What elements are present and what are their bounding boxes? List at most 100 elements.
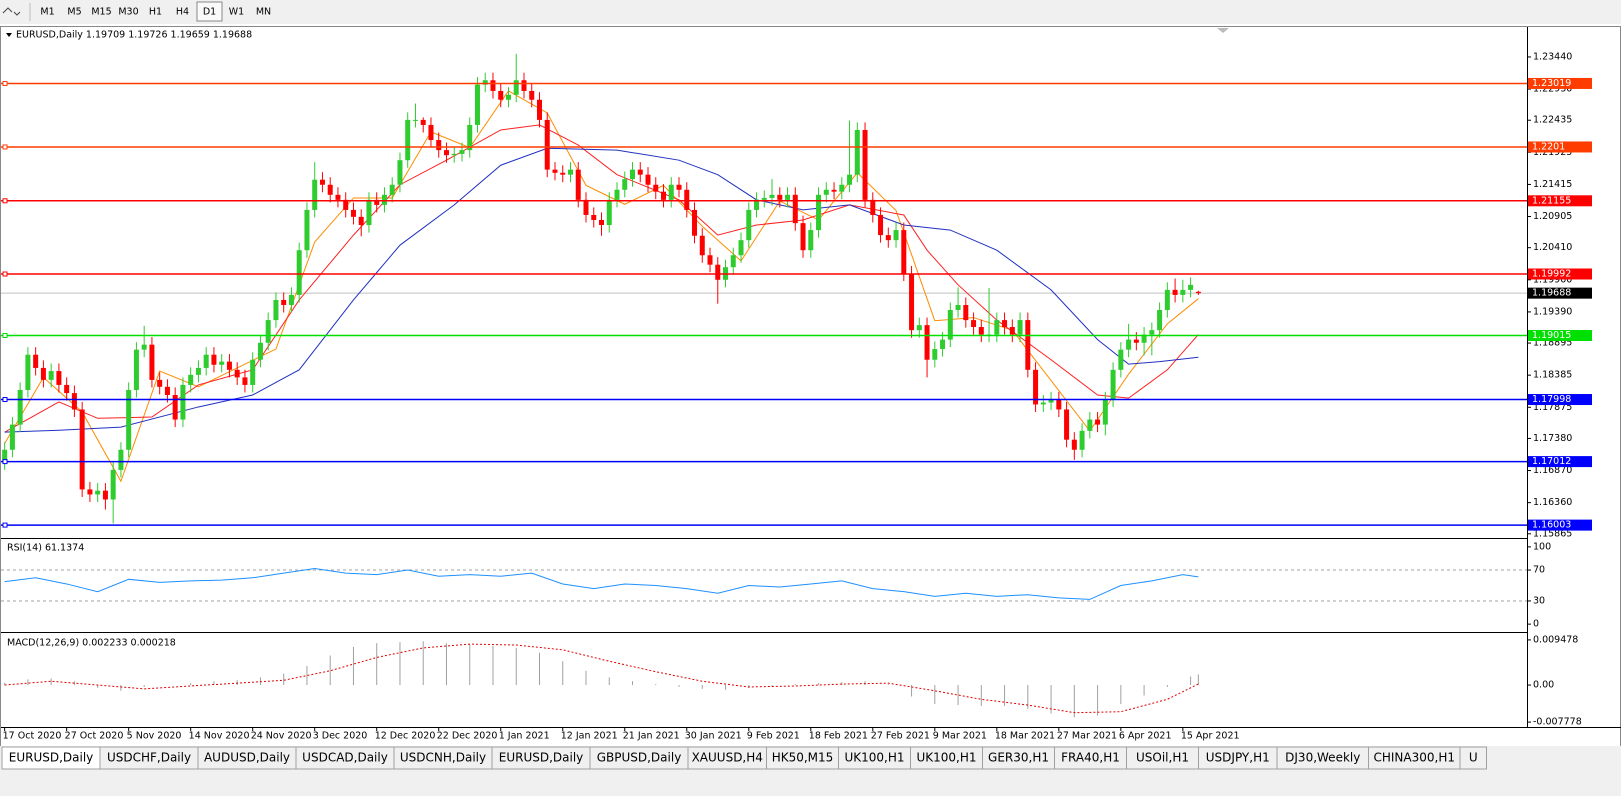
tab[interactable] — [1459, 746, 1487, 770]
title-arrow — [6, 33, 12, 37]
panel-title: MACD(12,26,9) 0.002233 0.000218 — [7, 638, 176, 649]
candle-body — [1040, 402, 1046, 405]
tab-label[interactable]: GER30,H1 — [988, 751, 1049, 765]
candle-body — [591, 214, 597, 220]
y-tick-label: 1.18895 — [1533, 338, 1572, 349]
timeframe-label[interactable]: M1 — [40, 7, 54, 18]
candle-body — [792, 194, 798, 224]
candle-body — [33, 354, 39, 368]
tab-label[interactable]: HK50,M15 — [772, 751, 834, 765]
tab-label[interactable]: XAUUSD,H4 — [692, 751, 763, 765]
y-tick-label: 1.15865 — [1533, 528, 1572, 539]
tab-label[interactable]: EURUSD,Daily — [499, 751, 584, 765]
timeframe-label[interactable]: H4 — [176, 7, 189, 18]
timeframe-label[interactable]: M30 — [118, 7, 138, 18]
tab-label[interactable]: USDCNH,Daily — [400, 751, 486, 765]
candle-body — [854, 129, 860, 175]
tab-label[interactable]: U — [1469, 751, 1478, 765]
tab-label[interactable]: CHINA300,H1 — [1373, 751, 1455, 765]
candle-body — [71, 393, 77, 410]
candle-body — [699, 235, 705, 256]
y-tick-label: 1.23440 — [1533, 51, 1572, 62]
timeframe-button[interactable] — [196, 1, 223, 22]
x-tick-label: 30 Jan 2021 — [685, 731, 742, 742]
candle-body — [1195, 291, 1201, 294]
candle-body — [1141, 334, 1147, 343]
candle-body — [785, 194, 791, 200]
candle-body — [257, 342, 263, 360]
candle-body — [940, 339, 946, 350]
level-tag-label: 1.23019 — [1532, 78, 1571, 89]
candle-body — [909, 273, 915, 331]
timeframe-button[interactable] — [89, 2, 114, 21]
candle-body — [529, 90, 535, 100]
timeframe-label[interactable]: M5 — [67, 7, 81, 18]
candle-body — [676, 184, 682, 190]
candle-body — [878, 214, 884, 236]
candle-body — [327, 184, 333, 195]
tab-label[interactable]: USOil,H1 — [1136, 751, 1189, 765]
candle-body — [901, 230, 907, 274]
level-handle[interactable] — [2, 333, 8, 339]
candle-body — [715, 264, 721, 280]
candle-body — [1102, 399, 1108, 425]
candle-body — [366, 199, 372, 226]
candle-body — [932, 349, 938, 360]
candle-body — [1095, 419, 1101, 425]
timeframe-label[interactable]: D1 — [203, 7, 216, 18]
level-tag — [1528, 195, 1592, 207]
timeframe-label[interactable]: H1 — [149, 7, 162, 18]
tab-label[interactable]: USDCHF,Daily — [107, 751, 191, 765]
y-tick-label: 1.18385 — [1533, 370, 1572, 381]
level-handle[interactable] — [2, 522, 8, 528]
tab-label[interactable]: AUDUSD,Daily — [204, 751, 290, 765]
candle-body — [381, 194, 387, 205]
tab-label[interactable]: DJ30,Weekly — [1285, 751, 1360, 765]
tab-label[interactable]: UK100,H1 — [916, 751, 976, 765]
candle-body — [1118, 349, 1124, 370]
tab-label[interactable]: UK100,H1 — [844, 751, 904, 765]
timeframe-button[interactable] — [143, 2, 168, 21]
tab-label[interactable]: USDJPY,H1 — [1206, 751, 1270, 765]
candle-body — [955, 304, 961, 311]
level-handle[interactable] — [2, 459, 8, 465]
tab-label[interactable]: USDCAD,Daily — [302, 751, 388, 765]
candle-body — [389, 184, 395, 195]
timeframe-button[interactable] — [35, 2, 60, 21]
level-handle[interactable] — [2, 80, 8, 86]
timeframe-label[interactable]: MN — [256, 7, 271, 18]
x-tick-label: 21 Jan 2021 — [623, 731, 680, 742]
panel-title: RSI(14) 61.1374 — [7, 543, 84, 554]
timeframe-button[interactable] — [170, 2, 195, 21]
timeframe-label[interactable]: M15 — [91, 7, 111, 18]
candle-body — [451, 153, 457, 156]
level-handle[interactable] — [2, 198, 8, 204]
timeframe-label[interactable]: W1 — [229, 7, 244, 18]
timeframe-button[interactable] — [224, 2, 249, 21]
tab-label[interactable]: FRA40,H1 — [1061, 751, 1120, 765]
candle-body — [661, 191, 667, 200]
level-handle[interactable] — [2, 271, 8, 277]
candle-body — [1002, 320, 1008, 328]
tab-label[interactable]: EURUSD,Daily — [9, 751, 94, 765]
tab-label[interactable]: GBPUSD,Daily — [597, 751, 682, 765]
candle-body — [668, 184, 674, 200]
x-tick-label: 3 Dec 2020 — [313, 731, 368, 742]
toolbar-icon[interactable] — [2, 7, 21, 16]
candle-body — [319, 179, 325, 185]
candle-body — [622, 179, 628, 190]
candle-body — [521, 80, 527, 91]
candle-body — [1071, 439, 1077, 450]
x-tick-label: 17 Oct 2020 — [3, 731, 62, 742]
level-tag-label: 1.2201 — [1532, 141, 1565, 152]
candle-body — [48, 371, 54, 380]
timeframe-button[interactable] — [251, 2, 276, 21]
level-handle[interactable] — [2, 144, 8, 150]
level-tag-label: 1.17012 — [1532, 456, 1571, 467]
candle-body — [226, 361, 232, 370]
timeframe-button[interactable] — [62, 2, 87, 21]
candle-body — [157, 379, 163, 387]
level-handle[interactable] — [2, 397, 8, 403]
timeframe-button[interactable] — [116, 2, 141, 21]
candle-body — [606, 199, 612, 226]
